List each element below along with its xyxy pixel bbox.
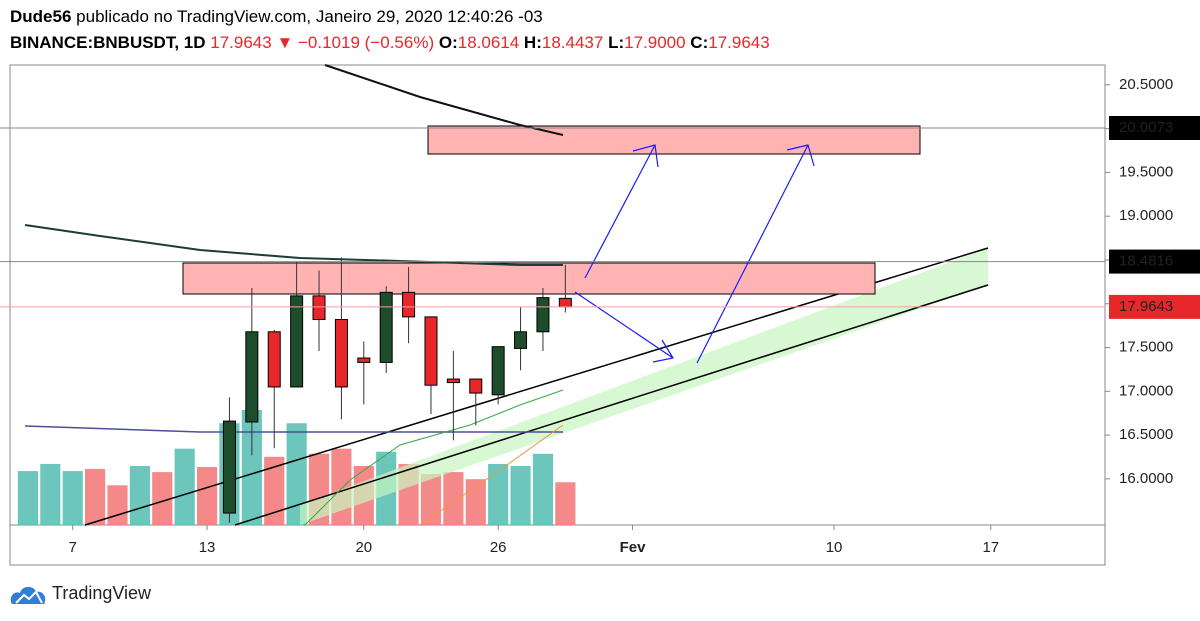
volume-bar [420, 474, 442, 525]
ma-long [324, 64, 564, 136]
price-label: 20.0073 [1119, 119, 1173, 136]
y-tick-label: 19.0000 [1119, 207, 1173, 224]
candle-body [558, 297, 572, 308]
o-label: O: [439, 33, 458, 52]
y-tick-label: 17.0000 [1119, 382, 1173, 399]
price-label: 17.9643 [1119, 298, 1173, 315]
volume-layer [17, 410, 576, 525]
h-label: H: [524, 33, 542, 52]
x-tick-label: Fev [620, 539, 647, 556]
published: publicado no TradingView.com, Janeiro 29… [76, 7, 543, 26]
volume-bar [264, 456, 285, 525]
plot-frame [9, 64, 1106, 566]
x-tick-label: 13 [199, 539, 216, 556]
arrow: ▼ [276, 33, 293, 52]
volume-bar [85, 469, 106, 525]
price-label-box [1109, 249, 1200, 274]
y-tick-label: 17.5000 [1119, 339, 1173, 356]
x-tick-label: 26 [490, 539, 507, 556]
price-label: 18.4816 [1119, 253, 1173, 270]
price-label-box [1109, 294, 1200, 319]
candle-body [290, 295, 304, 388]
channel-lower [234, 284, 989, 526]
volume-bar [555, 482, 576, 525]
y-tick-label: 16.0000 [1119, 470, 1173, 487]
volume-bar [40, 463, 61, 525]
y-tick-label: 16.5000 [1119, 426, 1173, 443]
ma-blue [24, 425, 563, 433]
arrow-3 [696, 144, 815, 364]
x-tick-label: 17 [982, 539, 999, 556]
candle-body [536, 297, 550, 333]
volume-bar [443, 472, 464, 525]
candle-body [222, 420, 236, 514]
x-tick-label: 20 [355, 539, 372, 556]
candle-body [402, 291, 416, 318]
arrows [574, 144, 815, 364]
candle-body [491, 346, 505, 396]
candle-body [267, 331, 281, 388]
candle-body [514, 331, 528, 349]
volume-bar [331, 448, 352, 525]
volume-bar [488, 463, 509, 525]
volume-bar [196, 466, 218, 525]
arrow-1 [584, 144, 659, 279]
change: −0.1019 (−0.56%) [298, 33, 434, 52]
header-line-2: BINANCE:BNBUSDT, 1D 17.9643 ▼ −0.1019 (−… [10, 33, 770, 52]
o: 18.0614 [458, 33, 519, 52]
channel-fill [300, 248, 988, 525]
candle-body [357, 357, 371, 363]
volume-bar [17, 471, 38, 525]
user: Dude56 [10, 7, 71, 26]
volume-bar [129, 465, 150, 525]
volume-bar [152, 472, 173, 525]
ma-green [304, 389, 564, 526]
c: 17.9643 [708, 33, 769, 52]
resistance-zone-top [427, 125, 921, 155]
ma-orange [419, 424, 564, 526]
y-tick-label: 19.5000 [1119, 163, 1173, 180]
arrow-2 [574, 291, 674, 363]
candle-body [334, 319, 348, 388]
axes-layer: 16.000016.500017.000017.500018.000018.50… [0, 76, 1200, 556]
candle-body [469, 378, 483, 394]
x-tick-label: 10 [826, 539, 843, 556]
volume-bar [107, 485, 128, 525]
symbol: BINANCE:BNBUSDT, 1D [10, 33, 206, 52]
header-line-1: Dude56 publicado no TradingView.com, Jan… [10, 7, 543, 26]
volume-bar [174, 448, 195, 525]
volume-bar [241, 410, 262, 525]
volume-bar [62, 471, 83, 525]
brand: TradingView [52, 583, 152, 603]
last: 17.9643 [210, 33, 271, 52]
h: 18.4437 [542, 33, 603, 52]
volume-bar [532, 453, 554, 525]
candle-body [424, 316, 438, 386]
volume-bar [286, 423, 307, 525]
l-label: L: [608, 33, 624, 52]
candle-body [446, 378, 460, 384]
y-tick-label: 20.5000 [1119, 76, 1173, 93]
price-label-box [1109, 115, 1200, 140]
ma-mid [24, 224, 563, 266]
logo [10, 586, 46, 604]
l: 17.9000 [624, 33, 685, 52]
candles-layer [222, 257, 572, 523]
resistance-zone [182, 262, 876, 295]
c-label: C: [690, 33, 708, 52]
candle-body [312, 295, 326, 321]
logo-mark [15, 590, 43, 604]
candle-body [379, 291, 393, 363]
volume-bar [510, 465, 531, 525]
x-tick-label: 7 [69, 539, 77, 556]
candle-body [245, 331, 259, 423]
